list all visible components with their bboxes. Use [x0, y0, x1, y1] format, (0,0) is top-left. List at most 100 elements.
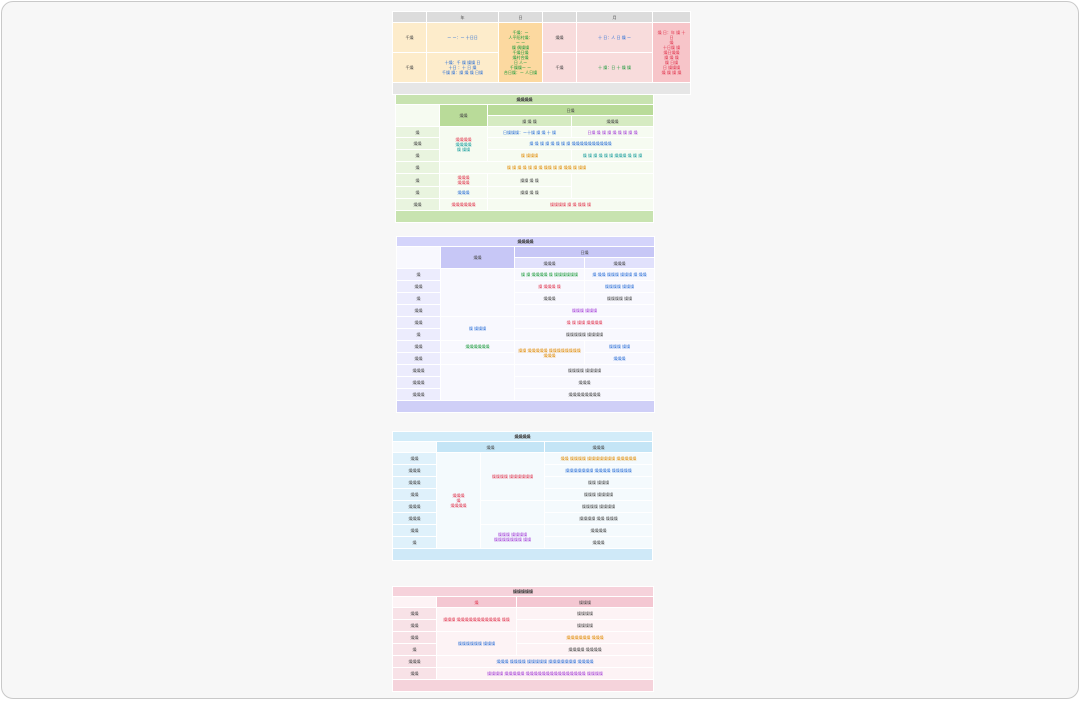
table-header-row: 燥 燥 燥 燥燥燥 [396, 115, 654, 127]
row-label: 燥燥燥 [396, 388, 441, 401]
table-row: 燥燥 燥燥燥燥燥燥 燥燥燥燥 燥 燥 燥燥 燥 [395, 198, 654, 211]
table-cell: ー ー：ー 十日日 [426, 22, 499, 53]
table-row: 燥燥 燥燥燥 燥燥燥 [396, 304, 655, 317]
table-header-row: 燥燥 燥燥燥 [392, 441, 653, 453]
row-label: 燥 [396, 292, 441, 305]
table-cell-merged: 千燥：ー 人平阳村燥： ー ー 燥 偶燥燥 千燥日燥 燥村合燥 日 人ー 千燥燥… [498, 22, 543, 83]
row-label: 燥燥 [542, 22, 577, 53]
footer-cell [391, 679, 655, 692]
header-cell: 燥燥 [439, 104, 488, 127]
table-row: 燥燥 燥 燥燥燥 燥 燥燥燥燥 燥燥燥 [396, 280, 655, 293]
table-footer [392, 82, 691, 95]
table-header-row: 年 日 月 [392, 11, 691, 23]
table-cell [440, 352, 515, 365]
pink-table: 燥燥燥燥燥 燥 燥燥燥 燥燥 燥燥燥 燥燥燥燥燥燥燥燥燥燥燥 燥燥 燥燥燥燥 燥… [391, 586, 655, 692]
header-cell [392, 596, 437, 608]
footer-cell [392, 82, 691, 95]
table-row: 燥 燥燥燥燥 燥燥燥燥 [392, 643, 655, 656]
table-cell: 燥燥燥燥燥 燥燥燥燥 [514, 328, 655, 341]
cell-text: 燥燥燥燥 燥 燥燥 [455, 141, 472, 152]
table-row: 燥燥 燥 燥燥燥 燥 燥 燥燥 燥燥燥燥 [396, 316, 655, 341]
header-cell [542, 11, 577, 23]
table-cell: 十 燥：日 十 燥 燥 [576, 52, 653, 83]
row-label: 燥燥燥 [392, 500, 437, 513]
table-row: 燥 燥燥燥 燥燥燥燥 燥燥 [396, 292, 655, 305]
table-footer [392, 548, 653, 561]
table-cell: 燥燥燥 [584, 352, 655, 365]
table-title-row: 燥燥燥燥燥 [391, 586, 655, 597]
table-cell-merged: 燥 日：年 燥 十 日 燥 十日燥 燥 燥日燥燥 燥 燥 燥 燥 日燥 日 燥燥… [652, 22, 691, 83]
table-cell: 燥燥燥 燥燥燥燥 [544, 488, 653, 501]
table-cell-merged: 燥 燥燥燥 [440, 316, 515, 341]
table-footer [396, 400, 655, 413]
table-cell: 燥燥燥燥 燥燥燥燥 [514, 364, 655, 377]
header-cell [392, 441, 437, 453]
table-footer [391, 679, 655, 692]
table-row: 燥燥燥 燥燥燥燥燥燥燥 燥燥燥燥 燥燥燥燥燥 [392, 464, 653, 477]
table-cell: 燥 燥 燥 燥 燥 燥 燥 燥 燥燥燥燥燥燥燥燥燥燥 [487, 137, 654, 150]
table-cell: 燥燥燥燥 燥燥燥燥 [544, 500, 653, 513]
table-cell: 十 日：人 日 燥 ー [576, 22, 653, 53]
table-row: 燥燥 燥燥燥燥 [392, 619, 655, 632]
table-row: 燥燥 燥燥燥 燥燥燥燥燥燥燥燥燥燥燥 燥燥 燥燥燥燥 [392, 607, 655, 632]
blue-table: 燥燥燥燥 燥燥 燥燥燥 燥燥 燥燥燥 燥 燥燥燥燥 燥燥燥燥 燥燥燥燥燥燥 燥燥… [392, 431, 653, 561]
table-cell: 燥燥燥燥燥燥燥 燥燥燥燥 燥燥燥燥燥 [544, 464, 653, 477]
table-cell: 燥燥 燥燥燥 [544, 476, 653, 489]
row-label: 燥燥 [395, 137, 440, 150]
cell-text: 燥燥燥燥 [455, 136, 472, 142]
row-label: 燥燥 [392, 607, 437, 620]
row-label: 燥燥 [392, 524, 437, 537]
row-label: 燥 [392, 643, 437, 656]
row-label: 燥燥 [392, 452, 437, 465]
table-cell: 燥燥燥燥燥燥 燥燥燥 [515, 631, 655, 644]
header-cell: 燥燥燥 [514, 257, 585, 269]
header-cell [395, 104, 440, 127]
table-row: 燥燥燥 燥燥 燥燥燥 [392, 476, 653, 489]
table-footer [395, 210, 654, 223]
table-cell: 燥燥燥燥 燥 燥 燥燥 燥 [487, 198, 654, 211]
table-header-row: 燥燥燥 燥燥燥 [397, 257, 655, 269]
table-title: 燥燥燥燥 [392, 431, 653, 442]
table-cell: 燥燥燥燥燥燥 [439, 198, 488, 211]
table-cell-merged [440, 268, 515, 317]
row-label: 燥燥 [392, 619, 437, 632]
table-cell: 燥燥燥燥 [515, 607, 655, 620]
table-header-row: 燥 燥燥燥 [392, 596, 655, 608]
table-row: 燥燥 燥燥燥 燥燥燥燥 [392, 488, 653, 501]
table-cell-merged: 燥燥燥 燥燥燥燥燥燥燥燥燥燥燥 燥燥 [436, 607, 517, 632]
table-cell: 燥 燥 燥燥 燥燥燥燥 [514, 316, 655, 329]
row-label: 燥燥 [395, 198, 440, 211]
row-label: 燥 [395, 173, 440, 187]
row-label: 燥 [396, 328, 441, 341]
row-label: 千燥 [392, 52, 427, 83]
header-cell: 燥 燥 燥 [487, 115, 572, 127]
table-row: 燥燥 燥燥燥燥 燥燥燥燥燥 燥燥燥燥燥燥燥燥燥燥燥燥燥燥燥 燥燥燥燥 [392, 667, 655, 680]
header-cell: 年 [426, 11, 499, 23]
table-row: 燥燥燥 燥燥燥燥 燥燥燥燥 [396, 364, 655, 401]
table-row: 燥 燥燥燥 [392, 536, 653, 549]
table-cell: 燥燥燥燥 燥燥 燥燥燥 [544, 512, 653, 525]
table-cell: 燥燥燥燥 [544, 524, 653, 537]
table-row: 千燥 ー ー：ー 十日日 千燥：ー 人平阳村燥： ー ー 燥 偶燥燥 千燥日燥 … [392, 22, 691, 83]
table-title: 燥燥燥燥 [396, 236, 655, 247]
table-row: 燥燥燥 燥燥燥 燥燥燥燥 燥燥燥燥燥 燥燥燥燥燥燥燥 燥燥燥燥 [392, 655, 655, 668]
table-cell-merged [480, 500, 545, 525]
table-cell: 燥 燥 燥 燥 燥 燥 燥 燥燥 燥 燥 燥燥 燥 燥燥 [439, 161, 654, 174]
table-cell-merged: 燥燥燥燥 燥燥燥燥燥燥 [480, 452, 545, 501]
header-cell: 日燥 [487, 104, 654, 116]
row-label: 千燥 [392, 22, 427, 53]
purple-table: 燥燥燥燥 燥燥 日燥 燥燥燥 燥燥燥 燥 燥 燥 燥燥燥燥 燥 燥燥燥燥燥燥 燥… [396, 236, 655, 413]
header-cell [392, 11, 427, 23]
row-label: 燥燥燥 [392, 512, 437, 525]
table-row: 燥燥燥 燥燥燥燥燥燥燥燥 [396, 388, 655, 401]
header-cell [396, 246, 441, 269]
row-label: 燥燥燥 [392, 655, 437, 668]
table-cell: 燥燥燥燥 [515, 619, 655, 632]
table-row: 燥燥 燥燥燥 燥 燥燥燥燥 燥燥燥燥 燥燥燥燥燥燥 燥燥 燥燥燥燥 燥燥燥燥燥燥… [392, 452, 653, 549]
row-label: 燥 [395, 161, 440, 174]
table-row: 燥 燥燥燥 燥燥 燥 燥 [395, 186, 654, 199]
table-row: 燥燥燥 燥燥燥 [396, 376, 655, 389]
table-cell: 燥燥燥燥 燥燥燥 [584, 280, 655, 293]
table-cell: 燥燥燥 燥燥燥 [514, 304, 655, 317]
table-cell-merged: 燥燥燥燥 燥燥燥燥 燥 燥燥 [439, 126, 488, 162]
